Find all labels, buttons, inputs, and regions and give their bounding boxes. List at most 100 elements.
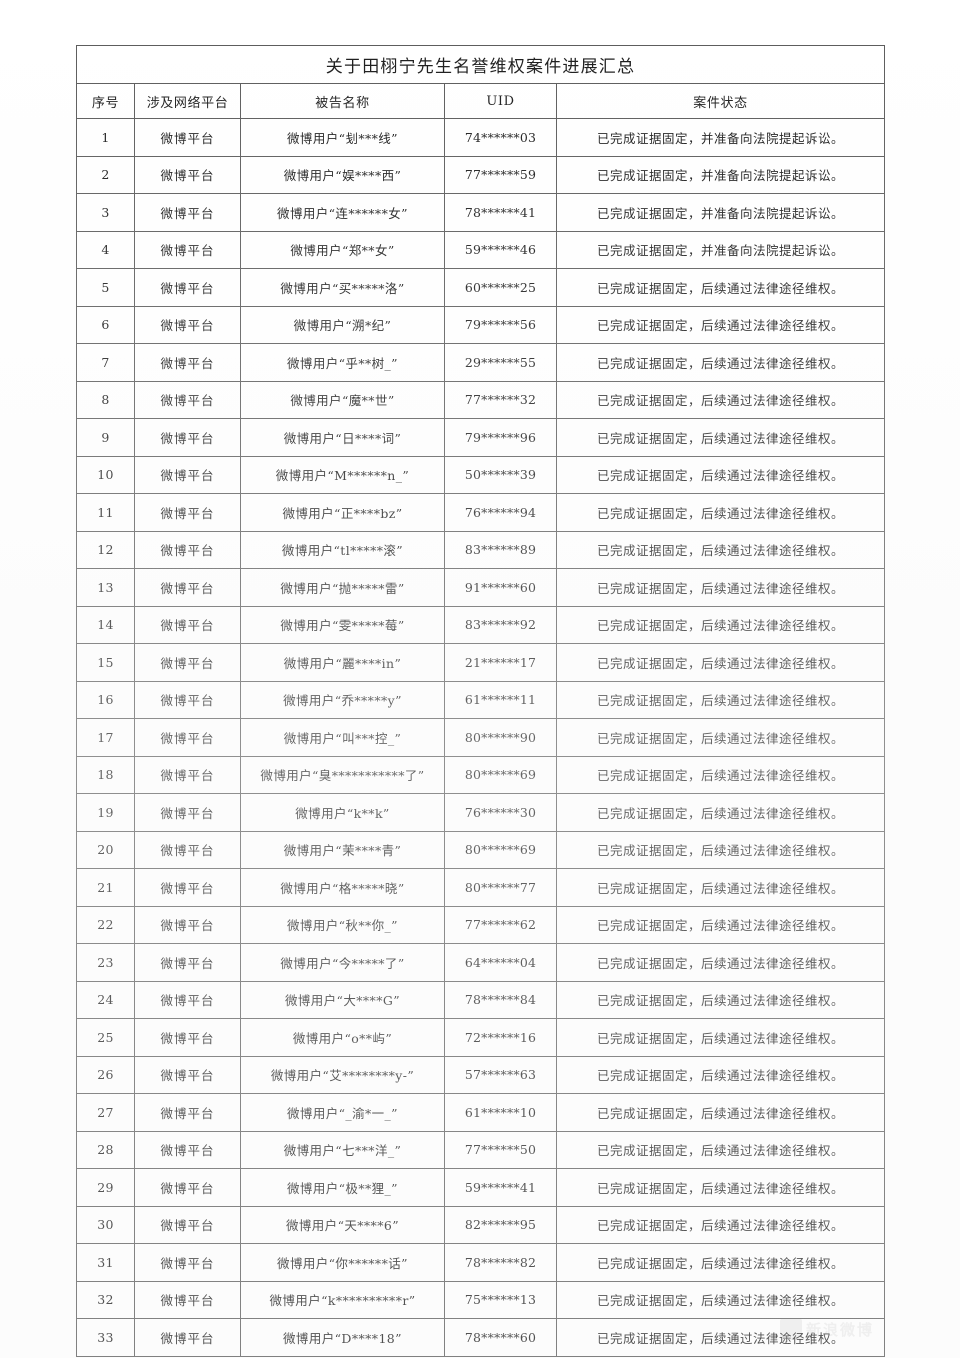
cell-index: 13 <box>76 568 135 607</box>
table-row: 8 微博平台 微博用户“魔**世” 77******32 已完成证据固定，后续通过法律途… <box>76 380 886 419</box>
cell-defendant: 微博用户“k**********r” <box>240 1280 445 1319</box>
cell-status: 已完成证据固定，后续通过法律途径维权。 <box>555 905 886 944</box>
cell-status: 已完成证据固定，后续通过法律途径维权。 <box>555 980 886 1019</box>
cell-platform: 微博平台 <box>134 568 241 607</box>
cell-uid: 77******62 <box>444 905 557 944</box>
cell-index: 31 <box>76 1243 135 1282</box>
cell-uid: 78******84 <box>444 980 557 1019</box>
cell-uid: 57******63 <box>444 1055 557 1094</box>
cell-defendant: 微博用户“极**狸_” <box>240 1168 445 1207</box>
cell-platform: 微博平台 <box>134 1018 241 1057</box>
table-column-header-row: 序号 涉及网络平台 被告名称 UID 案件状态 <box>76 83 886 119</box>
cell-status: 已完成证据固定，后续通过法律途径维权。 <box>555 268 886 307</box>
cell-status: 已完成证据固定，后续通过法律途径维权。 <box>555 418 886 457</box>
cell-defendant: 微博用户“正****bz” <box>240 493 445 532</box>
cell-status: 已完成证据固定，后续通过法律途径维权。 <box>555 643 886 682</box>
cell-platform: 微博平台 <box>134 643 241 682</box>
table-row: 28 微博平台 微博用户“七***洋_” 77******50 已完成证据固定，后续通过… <box>76 1130 886 1169</box>
case-summary-table-wrapper: 关于田栩宁先生名誉维权案件进展汇总 序号 涉及网络平台 被告名称 UID 案件状… <box>75 45 886 1357</box>
document-title: 关于田栩宁先生名誉维权案件进展汇总 <box>75 45 886 84</box>
cell-platform: 微博平台 <box>134 1318 241 1357</box>
cell-defendant: 微博用户“o**屿” <box>240 1018 445 1057</box>
table-row: 5 微博平台 微博用户“买*****洛” 60******25 已完成证据固定，后续通过… <box>76 268 886 307</box>
cell-uid: 79******56 <box>444 305 557 344</box>
cell-index: 22 <box>76 905 135 944</box>
cell-index: 28 <box>76 1130 135 1169</box>
cell-platform: 微博平台 <box>134 1168 241 1207</box>
cell-index: 4 <box>76 230 135 269</box>
cell-platform: 微博平台 <box>134 1205 241 1244</box>
table-row: 22 微博平台 微博用户“秋**你_” 77******62 已完成证据固定，后续通过法… <box>76 905 886 944</box>
cell-defendant: 微博用户“_渝*一_” <box>240 1093 445 1132</box>
cell-defendant: 微博用户“魔**世” <box>240 380 445 419</box>
cell-platform: 微博平台 <box>134 793 241 832</box>
cell-index: 27 <box>76 1093 135 1132</box>
cell-uid: 59******46 <box>444 230 557 269</box>
cell-defendant: 微博用户“雯*****莓” <box>240 605 445 644</box>
cell-platform: 微博平台 <box>134 493 241 532</box>
cell-platform: 微博平台 <box>134 605 241 644</box>
cell-uid: 91******60 <box>444 568 557 607</box>
cell-status: 已完成证据固定，后续通过法律途径维权。 <box>555 380 886 419</box>
table-row: 1 微博平台 微博用户“刬***线” 74******03 已完成证据固定，并准备向法院… <box>76 118 886 157</box>
cell-index: 32 <box>76 1280 135 1319</box>
table-row: 7 微博平台 微博用户“乎**树_” 29******55 已完成证据固定，后续通过法律… <box>76 343 886 382</box>
table-row: 30 微博平台 微博用户“天****6” 82******95 已完成证据固定，后续通过… <box>76 1205 886 1244</box>
cell-uid: 78******82 <box>444 1243 557 1282</box>
cell-index: 30 <box>76 1205 135 1244</box>
cell-uid: 79******96 <box>444 418 557 457</box>
table-row: 11 微博平台 微博用户“正****bz” 76******94 已完成证据固定，后续通… <box>76 493 886 532</box>
cell-status: 已完成证据固定，后续通过法律途径维权。 <box>555 793 886 832</box>
cell-status: 已完成证据固定，并准备向法院提起诉讼。 <box>555 230 886 269</box>
cell-defendant: 微博用户“秋**你_” <box>240 905 445 944</box>
cell-status: 已完成证据固定，后续通过法律途径维权。 <box>555 1018 886 1057</box>
cell-defendant: 微博用户“今*****了” <box>240 943 445 982</box>
cell-index: 26 <box>76 1055 135 1094</box>
cell-uid: 77******32 <box>444 380 557 419</box>
cell-index: 6 <box>76 305 135 344</box>
cell-platform: 微博平台 <box>134 1055 241 1094</box>
cell-platform: 微博平台 <box>134 193 241 232</box>
cell-platform: 微博平台 <box>134 905 241 944</box>
table-row: 21 微博平台 微博用户“格*****晓” 80******77 已完成证据固定，后续通… <box>76 868 886 907</box>
cell-defendant: 微博用户“连******女” <box>240 193 445 232</box>
cell-status: 已完成证据固定，后续通过法律途径维权。 <box>555 755 886 794</box>
cell-defendant: 微博用户“乎**树_” <box>240 343 445 382</box>
cell-status: 已完成证据固定，后续通过法律途径维权。 <box>555 1093 886 1132</box>
cell-index: 18 <box>76 755 135 794</box>
cell-index: 10 <box>76 455 135 494</box>
cell-platform: 微博平台 <box>134 418 241 457</box>
table-row: 24 微博平台 微博用户“大****G” 78******84 已完成证据固定，后续通过… <box>76 980 886 1019</box>
table-row: 29 微博平台 微博用户“极**狸_” 59******41 已完成证据固定，后续通过法… <box>76 1168 886 1207</box>
cell-defendant: 微博用户“刬***线” <box>240 118 445 157</box>
cell-uid: 61******11 <box>444 680 557 719</box>
cell-status: 已完成证据固定，并准备向法院提起诉讼。 <box>555 193 886 232</box>
cell-status: 已完成证据固定，后续通过法律途径维权。 <box>555 530 886 569</box>
cell-defendant: 微博用户“tl*****滚” <box>240 530 445 569</box>
cell-uid: 82******95 <box>444 1205 557 1244</box>
cell-index: 2 <box>76 155 135 194</box>
cell-uid: 29******55 <box>444 343 557 382</box>
column-header-index: 序号 <box>76 83 135 119</box>
cell-index: 15 <box>76 643 135 682</box>
cell-index: 11 <box>76 493 135 532</box>
cell-status: 已完成证据固定，后续通过法律途径维权。 <box>555 718 886 757</box>
cell-status: 已完成证据固定，并准备向法院提起诉讼。 <box>555 118 886 157</box>
cell-status: 已完成证据固定，后续通过法律途径维权。 <box>555 1243 886 1282</box>
cell-defendant: 微博用户“麗****in” <box>240 643 445 682</box>
cell-uid: 80******69 <box>444 830 557 869</box>
cell-uid: 76******30 <box>444 793 557 832</box>
cell-uid: 59******41 <box>444 1168 557 1207</box>
cell-status: 已完成证据固定，后续通过法律途径维权。 <box>555 1055 886 1094</box>
cell-platform: 微博平台 <box>134 980 241 1019</box>
cell-index: 23 <box>76 943 135 982</box>
cell-defendant: 微博用户“叫***控_” <box>240 718 445 757</box>
cell-status: 已完成证据固定，后续通过法律途径维权。 <box>555 455 886 494</box>
column-header-platform: 涉及网络平台 <box>134 83 241 119</box>
cell-uid: 77******59 <box>444 155 557 194</box>
cell-platform: 微博平台 <box>134 380 241 419</box>
cell-platform: 微博平台 <box>134 343 241 382</box>
cell-platform: 微博平台 <box>134 943 241 982</box>
cell-platform: 微博平台 <box>134 1280 241 1319</box>
cell-uid: 83******89 <box>444 530 557 569</box>
